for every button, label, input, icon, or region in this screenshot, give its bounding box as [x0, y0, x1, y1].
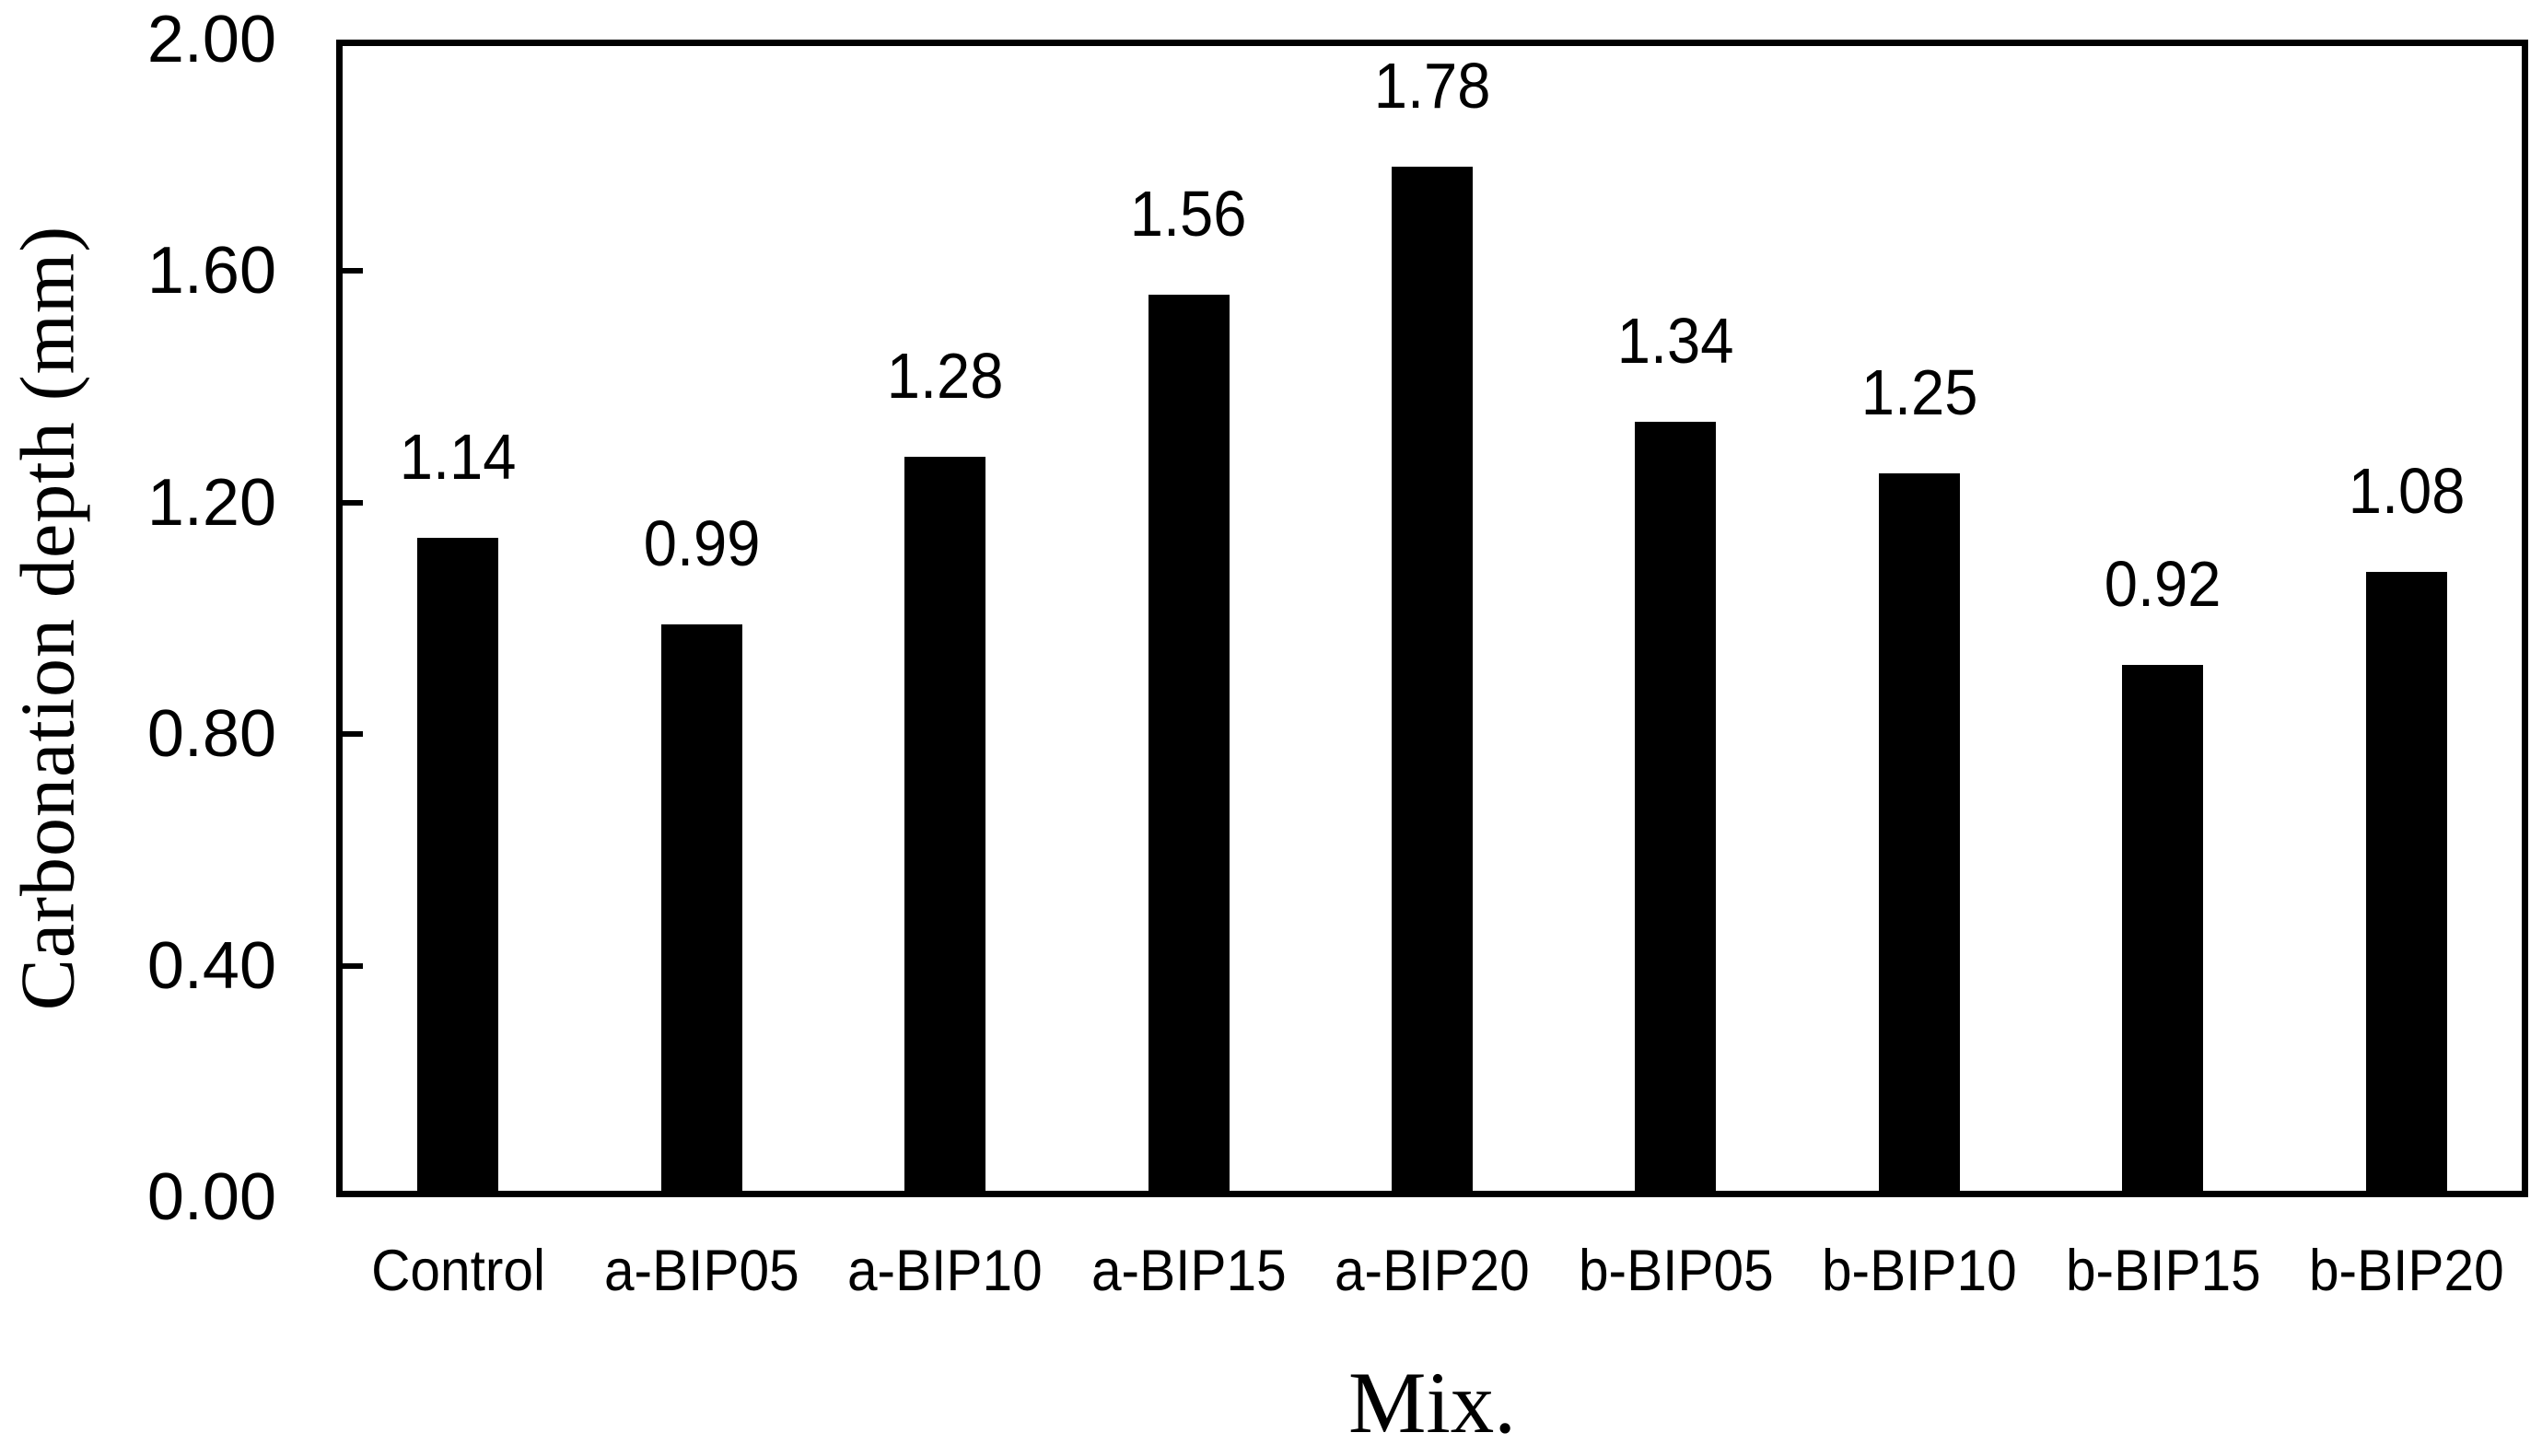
x-tick-label: b-BIP20: [2285, 1232, 2528, 1310]
y-axis-title: Carbonation depth (mm): [5, 225, 91, 1011]
x-axis-title: Mix.: [1347, 1354, 1517, 1451]
bar-value-label: 1.34: [1546, 302, 1804, 379]
bar-value-text: 1.08: [2348, 455, 2466, 528]
x-tick-text: b-BIP15: [2065, 1239, 2261, 1303]
x-tick-label: a-BIP10: [823, 1232, 1067, 1310]
x-tick-text: b-BIP05: [1578, 1239, 1774, 1303]
bar-value-label: 1.08: [2278, 452, 2536, 530]
bar-value-label: 0.99: [573, 505, 831, 582]
x-tick-text: a-BIP15: [1090, 1239, 1287, 1303]
bar-value-text: 1.56: [1130, 177, 1247, 250]
bar-value-label: 1.56: [1060, 175, 1318, 252]
bar: [1392, 167, 1473, 1191]
y-tick-label: 0.00: [146, 1160, 276, 1234]
y-tick-label: 1.20: [146, 465, 276, 540]
bar-value-text: 1.28: [886, 339, 1004, 412]
y-tick-label: 0.80: [146, 697, 276, 772]
bar: [417, 537, 499, 1191]
bar-value-text: 1.14: [399, 420, 517, 493]
y-tick-mark: [343, 731, 363, 738]
y-tick-label: 1.60: [146, 234, 276, 309]
x-tick-label: b-BIP10: [1798, 1232, 2041, 1310]
bar-value-text: 0.99: [643, 507, 761, 579]
bar-value-label: 1.14: [329, 418, 587, 495]
y-tick-mark: [343, 499, 363, 506]
bar: [2122, 664, 2204, 1191]
bar-value-label: 1.78: [1303, 47, 1561, 124]
x-tick-text: Control: [370, 1239, 545, 1303]
bar: [1148, 294, 1230, 1191]
bar: [1878, 473, 1960, 1191]
bar-value-label: 1.25: [1790, 354, 2048, 431]
bar: [1635, 421, 1717, 1191]
x-tick-text: a-BIP20: [1335, 1239, 1530, 1303]
bar-value-text: 1.34: [1617, 304, 1734, 377]
x-tick-text: a-BIP05: [603, 1239, 799, 1303]
y-tick-label: 0.40: [146, 928, 276, 1003]
bar-value-text: 1.78: [1373, 50, 1491, 122]
y-tick-mark: [343, 962, 363, 969]
x-tick-label: a-BIP20: [1311, 1232, 1554, 1310]
x-tick-label: a-BIP15: [1067, 1232, 1310, 1310]
bar-value-text: 0.92: [2104, 547, 2221, 620]
x-tick-label: b-BIP05: [1554, 1232, 1797, 1310]
y-tick-label: 2.00: [146, 3, 276, 76]
bar-value-label: 1.28: [816, 337, 1074, 414]
bar-value-label: 0.92: [2034, 545, 2291, 623]
bar: [2365, 572, 2447, 1191]
x-tick-text: a-BIP10: [847, 1239, 1043, 1303]
bar-value-text: 1.25: [1860, 356, 1978, 429]
y-tick-mark: [343, 268, 363, 274]
x-tick-label: Control: [336, 1232, 579, 1310]
x-tick-text: b-BIP10: [1822, 1239, 2017, 1303]
bar: [904, 456, 986, 1191]
x-tick-label: b-BIP15: [2041, 1232, 2284, 1310]
x-tick-text: b-BIP20: [2308, 1239, 2504, 1303]
x-tick-label: a-BIP05: [579, 1232, 822, 1310]
bar: [660, 623, 742, 1191]
